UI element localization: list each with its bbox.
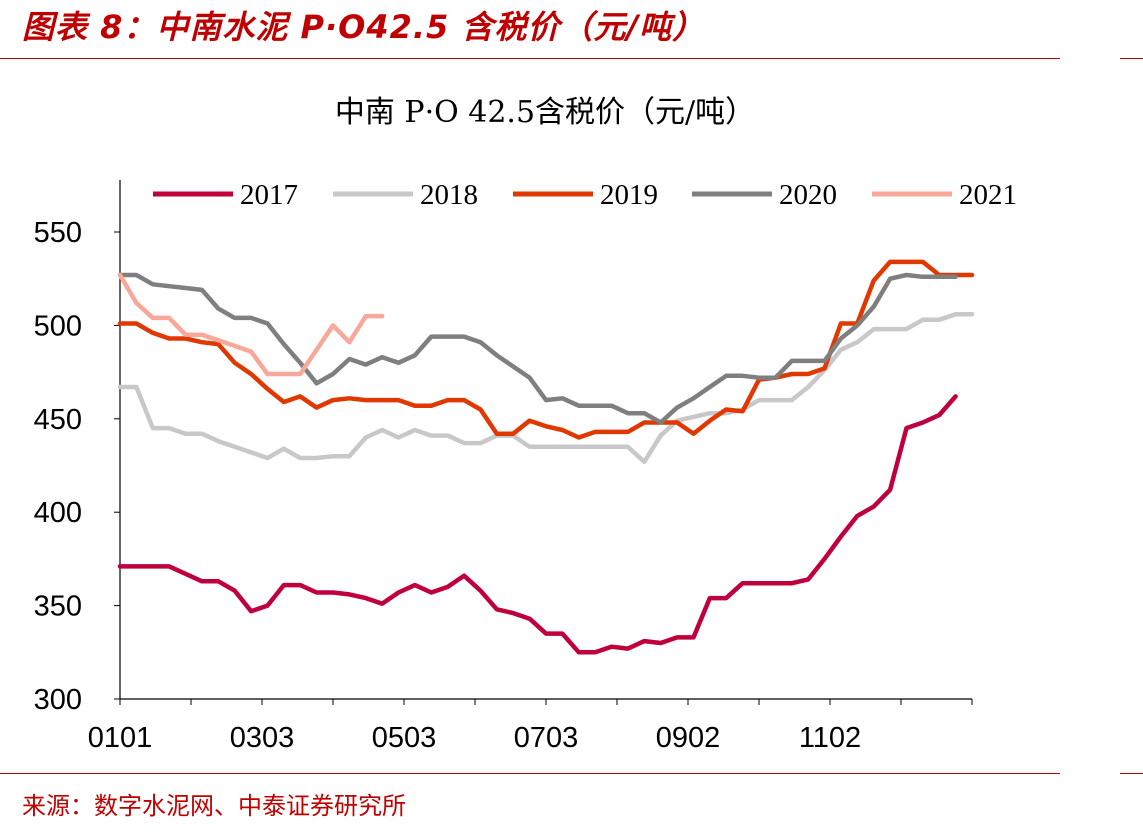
legend-item-2017: 2017: [153, 179, 298, 211]
legend-label-2018: 2018: [420, 179, 478, 211]
x-tick-label: 0503: [372, 722, 437, 754]
series-line-2018: [117, 311, 975, 465]
legend-label-2021: 2021: [959, 179, 1017, 211]
legend-item-2019: 2019: [513, 179, 658, 211]
x-tick-label: 0303: [230, 722, 295, 754]
top-divider-right: [1120, 58, 1143, 59]
legend: 2017 2018 2019 2020 2021: [153, 179, 1017, 211]
y-tick-label: 550: [34, 217, 82, 249]
series-lines: [117, 259, 975, 655]
bottom-divider: [0, 773, 1060, 774]
x-tick-label: 0101: [88, 722, 153, 754]
y-tick-label: 500: [34, 310, 82, 342]
y-tick-label: 300: [34, 684, 82, 716]
legend-item-2018: 2018: [333, 179, 478, 211]
chart-title: 中南 P·O 42.5含税价（元/吨）: [335, 95, 755, 130]
legend-label-2017: 2017: [240, 179, 298, 211]
axes: 300 350 400 450 500 550 0101 0303 0503 0703 0902 11…: [34, 180, 973, 754]
legend-item-2021: 2021: [872, 179, 1017, 211]
figure-title: 图表 8：中南水泥 P·O42.5 含税价（元/吨）: [22, 8, 706, 46]
source-note: 来源：数字水泥网、中泰证券研究所: [22, 792, 406, 820]
legend-item-2020: 2020: [692, 179, 837, 211]
series-line-2020: [117, 272, 958, 425]
x-tick-label: 1102: [799, 722, 861, 754]
top-divider: [0, 58, 1060, 59]
bottom-divider-right: [1120, 773, 1143, 774]
series-line-2021: [117, 272, 385, 377]
series-line-2017: [117, 394, 958, 655]
x-tick-label: 0703: [514, 722, 579, 754]
x-tick-label: 0902: [656, 722, 721, 754]
y-tick-label: 450: [34, 404, 82, 436]
legend-label-2020: 2020: [779, 179, 837, 211]
line-chart: 中南 P·O 42.5含税价（元/吨） 2017 2018 2019 2020 …: [34, 95, 1017, 754]
legend-label-2019: 2019: [600, 179, 658, 211]
y-tick-label: 400: [34, 497, 82, 529]
y-tick-label: 350: [34, 591, 82, 623]
